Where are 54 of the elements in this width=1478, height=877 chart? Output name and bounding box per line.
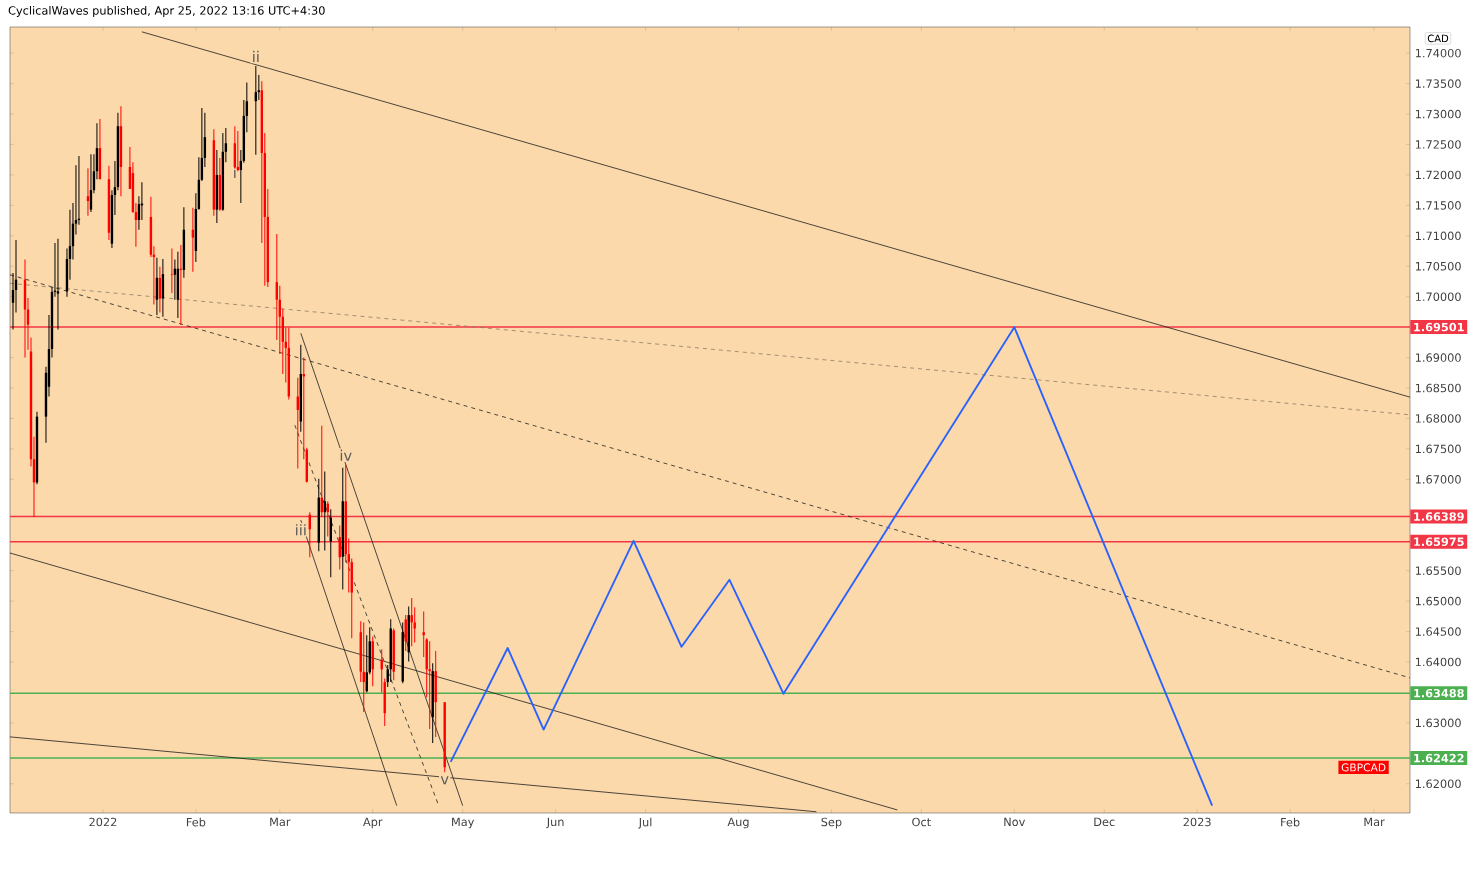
ref-line-label: 1.65975: [1414, 537, 1464, 547]
y-tick-label: 1.69000: [1415, 353, 1461, 362]
x-tick-label: Feb: [186, 817, 206, 827]
annotation: GBPCAD: [1341, 763, 1386, 772]
candlestick: [428, 640, 431, 730]
y-tick-label: 1.67000: [1415, 475, 1461, 484]
line-series: [449, 326, 1214, 807]
y-axis-title: CAD: [1427, 34, 1449, 43]
annotation: v: [440, 776, 449, 785]
y-tick-label: 1.64500: [1415, 627, 1461, 636]
ref-line-label: 1.69501: [1414, 322, 1464, 332]
y-tick-label: 1.74000: [1415, 48, 1461, 58]
x-tick-label: Aug: [727, 817, 749, 829]
y-tick-label: 1.70500: [1415, 261, 1461, 271]
y-tick-label: 1.73500: [1415, 79, 1461, 88]
y-tick-label: 1.65500: [1415, 566, 1461, 575]
x-tick-label: Mar: [1364, 817, 1385, 827]
y-tick-label: 1.65000: [1415, 596, 1461, 606]
x-tick-label: May: [452, 817, 475, 829]
x-tick-label: Feb: [1281, 817, 1300, 827]
y-tick-label: 1.63000: [1415, 718, 1461, 728]
y-tick-label: 1.71500: [1415, 201, 1461, 210]
annotation: iii: [296, 524, 306, 536]
x-tick-label: Mar: [270, 817, 291, 827]
annotation: i: [234, 166, 236, 178]
y-tick-label: 1.64000: [1415, 657, 1461, 667]
x-tick-label: Jun: [546, 817, 564, 829]
x-tick-label: Sep: [821, 817, 842, 829]
annotation: iv: [340, 449, 352, 461]
y-tick-label: 1.72500: [1415, 140, 1461, 149]
candlestick: [257, 74, 261, 101]
x-tick-label: Oct: [912, 817, 931, 827]
y-tick-label: 1.68000: [1415, 414, 1461, 423]
ref-line-label: 1.66389: [1414, 512, 1464, 521]
y-tick-label: 1.71000: [1415, 231, 1461, 241]
x-tick-label: 2022: [89, 817, 117, 827]
y-tick-label: 1.67500: [1415, 444, 1461, 454]
candlestick: [413, 606, 416, 644]
chart-title: CyclicalWaves published, Apr 25, 2022 13:16 UTC+4:30: [8, 5, 325, 17]
x-tick-label: 2023: [1183, 817, 1211, 827]
y-tick-label: 1.73000: [1415, 109, 1461, 119]
x-tick-label: Dec: [1094, 817, 1115, 827]
y-tick-label: 1.62000: [1415, 779, 1461, 789]
ref-line-label: 1.63488: [1414, 688, 1464, 698]
x-tick-label: Nov: [1004, 817, 1026, 827]
candlestick: [170, 248, 174, 294]
candlestick: [56, 238, 60, 331]
y-tick-label: 1.72000: [1415, 170, 1461, 180]
y-tick-label: 1.68500: [1415, 383, 1461, 393]
y-tick-label: 1.70000: [1415, 292, 1461, 301]
x-tick-label: Jul: [638, 817, 652, 829]
x-tick-label: Apr: [363, 817, 383, 829]
ref-line-label: 1.62422: [1414, 753, 1464, 763]
annotation: ii: [253, 50, 259, 62]
